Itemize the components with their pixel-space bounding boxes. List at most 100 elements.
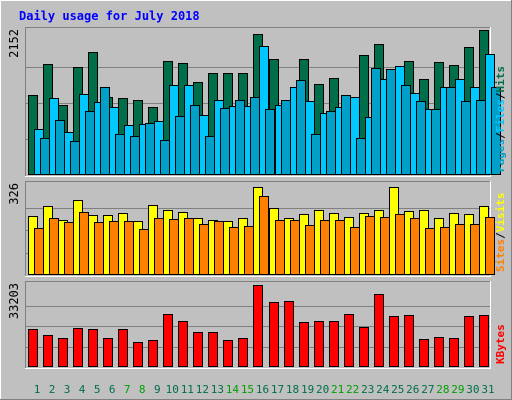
bar-kbytes-day-13 xyxy=(208,332,218,367)
bar-pages-day-30 xyxy=(476,100,486,175)
bar-pages-day-9 xyxy=(160,140,170,175)
bar-pages-day-29 xyxy=(461,101,471,175)
bar-pages-day-5 xyxy=(100,87,110,175)
bar-kbytes-day-20 xyxy=(314,321,324,367)
bar-kbytes-day-27 xyxy=(419,339,429,367)
bar-kbytes-day-11 xyxy=(178,321,188,367)
bar-kbytes-day-28 xyxy=(434,337,444,367)
bar-pages-day-7 xyxy=(130,136,140,175)
x-tick-label: 10 xyxy=(166,383,179,396)
bar-sites-day-24 xyxy=(380,217,390,275)
x-tick-label: 8 xyxy=(139,383,146,396)
right-label-part: Files xyxy=(494,99,507,132)
bar-sites-day-3 xyxy=(64,222,74,275)
bar-pages-day-2 xyxy=(55,120,65,175)
right-label-group-1: Sites/Visits xyxy=(494,193,507,273)
bar-kbytes-day-7 xyxy=(118,329,128,367)
y-max-label: 33203 xyxy=(7,283,21,319)
x-tick-label: 21 xyxy=(331,383,344,396)
bar-kbytes-day-29 xyxy=(449,338,459,367)
bar-kbytes-day-9 xyxy=(148,340,158,367)
chart-panels: 2152 326 33203 xyxy=(7,27,501,369)
bar-pages-day-1 xyxy=(40,138,50,175)
bar-pages-day-14 xyxy=(235,100,245,175)
bar-kbytes-day-8 xyxy=(133,342,143,367)
bar-kbytes-day-2 xyxy=(43,335,53,367)
right-label-part: KBytes xyxy=(494,324,507,364)
bar-kbytes-day-6 xyxy=(103,338,113,367)
bar-pages-day-27 xyxy=(431,109,441,175)
x-tick-label: 1 xyxy=(34,383,41,396)
bar-kbytes-day-15 xyxy=(238,338,248,367)
bar-sites-day-21 xyxy=(335,220,345,275)
bar-kbytes-day-4 xyxy=(73,328,83,367)
x-tick-label: 5 xyxy=(94,383,101,396)
bar-kbytes-day-30 xyxy=(464,316,474,367)
bar-pages-day-8 xyxy=(145,123,155,175)
bar-pages-day-16 xyxy=(265,109,275,175)
right-label-part: Visits xyxy=(494,193,507,233)
bar-kbytes-day-17 xyxy=(269,302,279,367)
bar-kbytes-day-23 xyxy=(359,327,369,367)
bar-sites-day-4 xyxy=(79,212,89,275)
bar-sites-day-25 xyxy=(395,214,405,275)
x-tick-label: 7 xyxy=(124,383,131,396)
right-label-part: Sites xyxy=(494,239,507,272)
bar-sites-day-31 xyxy=(485,217,495,275)
x-tick-label: 16 xyxy=(256,383,269,396)
bar-kbytes-day-21 xyxy=(329,321,339,367)
right-label-group-0: Pages/Files/Hits xyxy=(494,66,507,172)
bar-sites-day-17 xyxy=(275,220,285,275)
bar-sites-day-2 xyxy=(49,218,59,275)
bar-sites-day-9 xyxy=(154,218,164,275)
x-tick-label: 28 xyxy=(436,383,449,396)
bar-sites-day-16 xyxy=(259,196,269,275)
bar-kbytes-day-16 xyxy=(253,285,263,367)
x-tick-label: 26 xyxy=(406,383,419,396)
bar-pages-day-26 xyxy=(416,101,426,175)
x-axis-day-labels: 1 2 3 4 5 6 7 8 9 10 11 12 13 14 15 16 17 18 19 20 21 22 23 24 2… xyxy=(34,383,495,396)
x-tick-label: 9 xyxy=(154,383,161,396)
bar-pages-day-20 xyxy=(326,111,336,175)
x-tick-label: 22 xyxy=(346,383,359,396)
bar-sites-day-30 xyxy=(470,224,480,275)
x-tick-label: 13 xyxy=(211,383,224,396)
x-tick-label: 6 xyxy=(109,383,116,396)
bar-pages-day-22 xyxy=(356,138,366,175)
x-tick-label: 3 xyxy=(64,383,71,396)
x-tick-label: 20 xyxy=(316,383,329,396)
x-tick-label: 24 xyxy=(376,383,390,396)
chart-title: Daily usage for July 2018 xyxy=(19,9,200,23)
right-label-part: Pages xyxy=(494,139,507,172)
right-label-part: / xyxy=(494,232,507,239)
right-label-part: / xyxy=(494,132,507,139)
panel-kbytes: 33203 xyxy=(7,281,491,369)
x-tick-label: 25 xyxy=(391,383,404,396)
bar-kbytes-day-25 xyxy=(389,316,399,367)
bar-sites-day-10 xyxy=(169,219,179,275)
panel-visits-sites: 326 xyxy=(7,181,495,277)
x-tick-label: 31 xyxy=(481,383,494,396)
bar-sites-day-26 xyxy=(410,218,420,275)
bar-pages-day-6 xyxy=(115,134,125,175)
bar-pages-day-12 xyxy=(205,136,215,175)
bar-sites-day-27 xyxy=(425,228,435,275)
bar-sites-day-15 xyxy=(244,226,254,275)
x-tick-label: 14 xyxy=(226,383,240,396)
bar-sites-day-28 xyxy=(440,227,450,275)
bar-pages-day-24 xyxy=(386,69,396,175)
bar-sites-day-18 xyxy=(290,220,300,275)
bar-kbytes-day-14 xyxy=(223,340,233,367)
x-tick-label: 17 xyxy=(271,383,284,396)
x-tick-label: 30 xyxy=(466,383,479,396)
bar-pages-day-25 xyxy=(401,85,411,175)
bar-pages-day-10 xyxy=(175,116,185,175)
y-max-label: 2152 xyxy=(7,29,21,58)
panel-hits-files-pages: 2152 xyxy=(7,27,501,177)
bar-kbytes-day-1 xyxy=(28,329,38,367)
bar-sites-day-1 xyxy=(34,228,44,275)
bar-kbytes-day-12 xyxy=(193,332,203,367)
